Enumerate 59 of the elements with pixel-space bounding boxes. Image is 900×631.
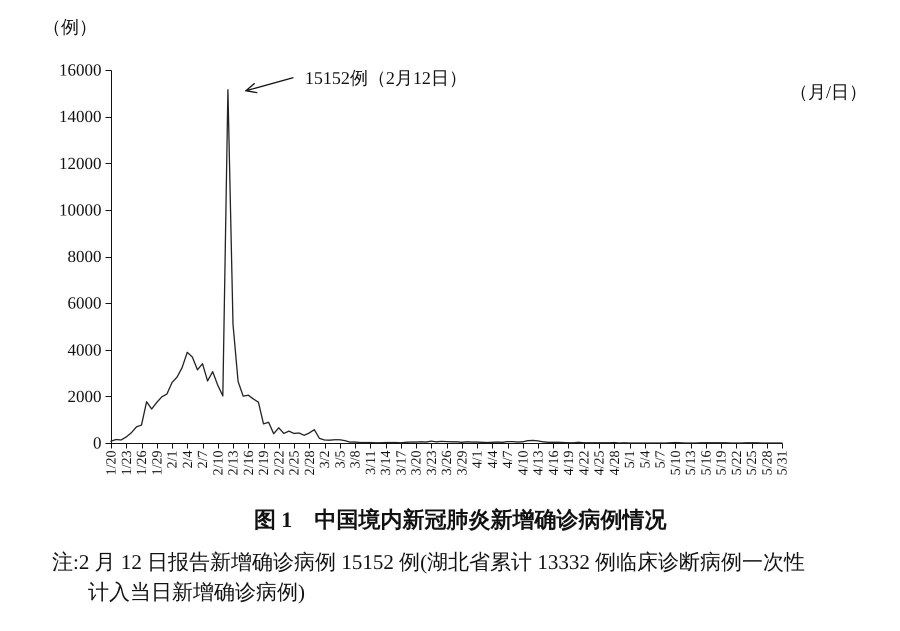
text: 图 1 中国境内新冠肺炎新增确诊病例情况 [254,507,668,532]
x-tick-label: 4/13 [532,450,546,476]
x-tick-label: 4/16 [546,450,562,476]
y-tick-label: 4000 [68,340,102,360]
x-tick-label: 3/8 [348,450,364,468]
x-tick-label: 4/10 [516,450,532,476]
x-tick-label: 3/23 [424,450,440,476]
x-tick-label: 5/10 [668,450,684,476]
x-tick-label: 4/1 [470,450,486,468]
y-tick-label: 2000 [68,386,102,406]
x-tick-label: 4/19 [562,450,577,476]
x-tick-label: 1/23 [120,450,135,476]
x-tick-label: 2/13 [226,450,242,476]
y-tick-label: 16000 [59,60,102,80]
x-tick-label: 2/10 [211,450,226,476]
x-tick-label: 2/16 [242,450,257,476]
y-tick-label: 8000 [68,247,102,266]
x-tick-label: 5/22 [730,450,745,476]
x-tick-label: 5/16 [699,450,714,476]
x-tick-label: 3/11 [364,450,379,475]
annotation: 15152例（2月12日） [304,68,467,88]
x-tick-label: 5/1 [623,450,638,468]
x-tick-label: 3/17 [394,450,410,476]
y-tick-label: 10000 [59,200,102,220]
x-tick-label: 5/25 [745,450,760,476]
x-tick-label: 4/22 [577,450,592,476]
x-tick-label: 1/26 [135,450,150,476]
x-tick-label: 3/20 [410,450,424,476]
x-tick-label: 1/29 [150,450,166,476]
x-tick-label: 3/14 [379,450,394,476]
x-tick-label: 2/25 [288,450,302,476]
x-tick-label: 5/31 [776,450,790,476]
x-tick-label: 5/4 [638,450,654,468]
x-tick-label: 4/4 [486,450,501,468]
x-tick-label: 4/28 [608,450,623,476]
x-tick-label: 4/7 [501,450,516,468]
x-tick-label: 2/28 [302,450,318,476]
x-tick-label: 5/7 [654,450,668,468]
x-tick-label: 2/22 [272,450,288,476]
y-tick-label: 14000 [59,107,102,126]
x-tick-label: 2/19 [257,450,272,476]
x-axis-title: （月/日） [790,82,868,102]
x-tick-label: 3/2 [318,450,333,468]
x-tick-label: 3/26 [440,450,455,476]
y-tick-label: 0 [93,434,102,452]
y-tick-label: 6000 [68,294,102,313]
x-tick-label: 3/5 [333,450,348,468]
x-tick-label: 5/28 [760,450,776,476]
x-tick-label: 1/20 [104,450,120,476]
text: 注:2 月 12 日报告新增确诊病例 15152 例(湖北省累计 13332 例临床诊断病例一次性计入当日新增确诊病例) [52,550,806,604]
x-tick-label: 2/1 [166,450,180,468]
y-axis-title: （例） [43,17,97,37]
x-tick-label: 5/13 [684,450,699,476]
y-tick-label: 12000 [59,154,102,173]
x-tick-label: 4/25 [592,450,608,476]
x-tick-label: 5/19 [714,450,730,476]
x-tick-label: 2/7 [196,450,211,468]
x-tick-label: 2/4 [180,450,196,468]
x-tick-label: 3/29 [455,450,470,476]
